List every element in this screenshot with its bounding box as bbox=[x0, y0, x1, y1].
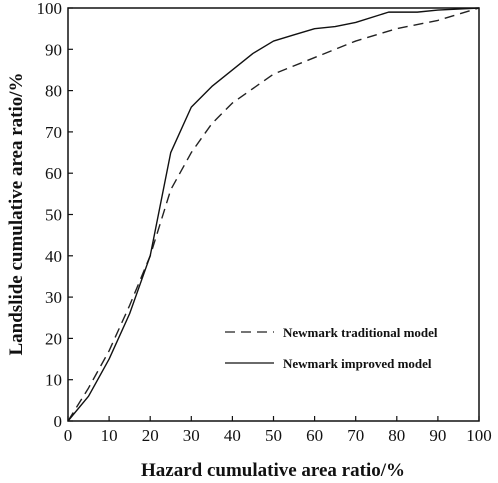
y-tick-label: 60 bbox=[45, 164, 62, 183]
plot-area: 0 10 20 30 40 50 60 70 80 90 100 0 10 20 30 40 50 60 70 80… bbox=[37, 0, 492, 445]
x-axis-title: Hazard cumulative area ratio/% bbox=[141, 460, 405, 481]
y-tick-label: 40 bbox=[45, 247, 62, 266]
x-tick-label: 20 bbox=[142, 426, 159, 445]
x-tick-label: 40 bbox=[224, 426, 241, 445]
y-tick-label: 0 bbox=[54, 412, 63, 431]
y-tick-label: 80 bbox=[45, 82, 62, 101]
y-axis-ticks: 0 10 20 30 40 50 60 70 80 90 100 bbox=[37, 0, 73, 431]
series-line-improved bbox=[67, 7, 480, 422]
y-tick-label: 70 bbox=[45, 123, 62, 142]
x-tick-label: 0 bbox=[64, 426, 73, 445]
x-tick-label: 90 bbox=[429, 426, 446, 445]
y-tick-label: 10 bbox=[45, 371, 62, 390]
x-tick-label: 30 bbox=[183, 426, 200, 445]
legend-label-improved: Newmark improved model bbox=[283, 356, 432, 371]
x-tick-label: 100 bbox=[466, 426, 492, 445]
y-axis-title: Landslide cumulative area ratio/% bbox=[6, 72, 27, 355]
y-tick-label: 50 bbox=[45, 206, 62, 225]
y-tick-label: 100 bbox=[37, 0, 63, 18]
legend: Newmark traditional model Newmark improv… bbox=[225, 325, 438, 371]
legend-label-traditional: Newmark traditional model bbox=[283, 325, 438, 340]
x-tick-label: 50 bbox=[265, 426, 282, 445]
y-tick-label: 30 bbox=[45, 288, 62, 307]
x-tick-label: 70 bbox=[347, 426, 364, 445]
x-tick-label: 80 bbox=[388, 426, 405, 445]
series-layer bbox=[67, 7, 480, 422]
series-line-traditional bbox=[67, 7, 480, 422]
x-axis-ticks: 0 10 20 30 40 50 60 70 80 90 100 bbox=[64, 416, 492, 445]
y-tick-label: 20 bbox=[45, 329, 62, 348]
y-tick-label: 90 bbox=[45, 40, 62, 59]
x-tick-label: 10 bbox=[101, 426, 118, 445]
x-tick-label: 60 bbox=[306, 426, 323, 445]
